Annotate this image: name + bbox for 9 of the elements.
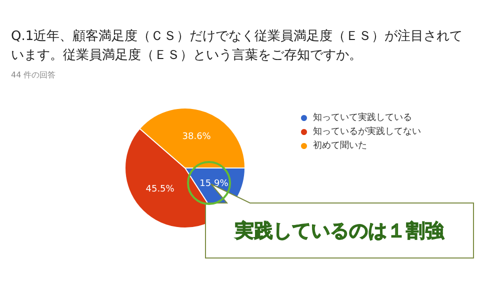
data-label: 38.6% [182,132,212,142]
legend-label: 知っていて実践している [313,112,412,123]
legend-label: 知っているが実践してない [313,126,421,137]
chart-title: Q.1近年、顧客満足度（ＣＳ）だけでなく従業員満足度（ＥＳ）が注目されています。従業員満足度（ＥＳ）という言葉をご存知ですか。 [11,28,463,63]
data-label: 45.5% [146,184,175,195]
legend-label: 初めて聞いた [313,140,367,151]
text: 44 件の回答 [11,70,56,80]
data-label: 15.9% [200,178,229,189]
text: 実践しているのは１割強 [235,218,444,244]
